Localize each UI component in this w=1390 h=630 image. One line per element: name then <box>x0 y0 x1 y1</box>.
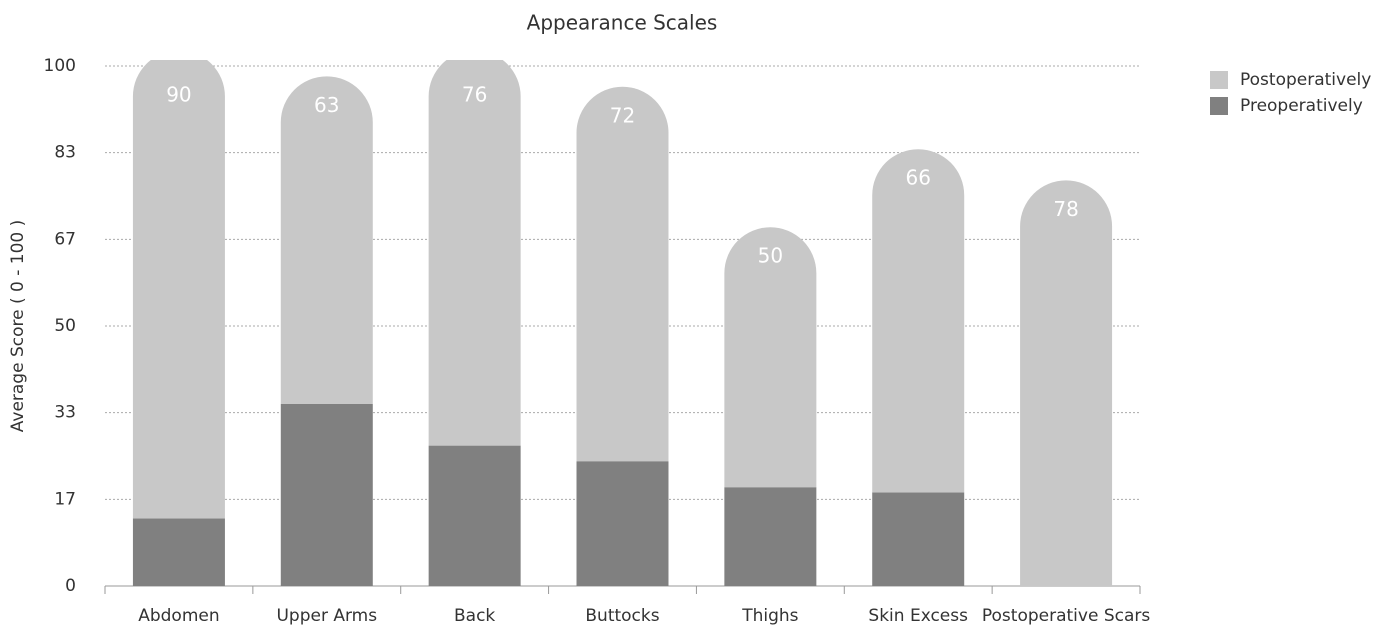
x-tick-label: Buttocks <box>585 606 659 626</box>
x-tick-label: Thighs <box>741 606 798 626</box>
data-label: 76 <box>462 83 487 107</box>
data-label: 72 <box>610 103 635 127</box>
chart-title: Appearance Scales <box>527 11 718 35</box>
y-tick-label: 83 <box>54 143 76 163</box>
y-tick-label: 50 <box>54 316 76 336</box>
data-label: 66 <box>905 166 930 190</box>
x-tick-label: Upper Arms <box>276 606 377 626</box>
y-tick-label: 100 <box>44 56 76 76</box>
bar-segment <box>132 518 225 586</box>
legend-swatch <box>1210 97 1228 115</box>
bar-segment <box>132 60 225 519</box>
y-tick-label: 67 <box>54 229 76 249</box>
bar-segment <box>428 60 521 446</box>
y-axis-label: Average Score ( 0 - 100 ) <box>8 220 28 433</box>
bar-segment <box>428 445 521 586</box>
x-tick-label: Abdomen <box>138 606 219 626</box>
bar-segment <box>724 227 817 488</box>
bar-segment <box>576 86 669 462</box>
x-tick-label: Postoperative Scars <box>982 606 1150 626</box>
bar-segment <box>576 461 669 586</box>
data-label: 63 <box>314 93 339 117</box>
legend-label: Postoperatively <box>1240 70 1371 90</box>
bar-segment <box>724 487 817 586</box>
legend-label: Preoperatively <box>1240 96 1363 116</box>
bar-segment <box>280 76 373 405</box>
bar-segment <box>280 404 373 586</box>
y-tick-label: 17 <box>54 489 76 509</box>
data-label: 90 <box>166 83 191 107</box>
legend-swatch <box>1210 71 1228 89</box>
bar-segment <box>1020 180 1113 586</box>
bars <box>132 60 1113 586</box>
bar-segment <box>872 492 965 586</box>
x-tick-label: Skin Excess <box>868 606 968 626</box>
data-label: 78 <box>1053 197 1078 221</box>
y-tick-label: 0 <box>65 576 76 596</box>
y-tick-label: 33 <box>54 403 76 423</box>
data-label: 50 <box>758 244 783 268</box>
x-tick-label: Back <box>454 606 495 626</box>
bar-segment <box>872 149 965 493</box>
